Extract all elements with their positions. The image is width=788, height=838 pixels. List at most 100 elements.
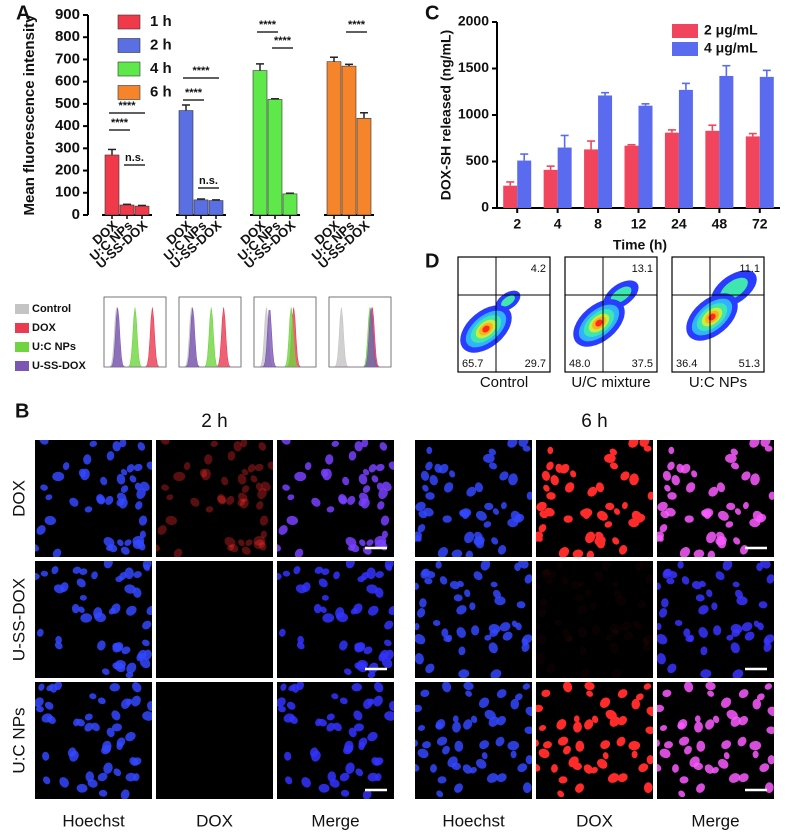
- cell: [486, 773, 499, 783]
- micrograph: [156, 561, 273, 678]
- cell: [311, 497, 321, 507]
- cell: [415, 531, 422, 542]
- cell: [72, 566, 82, 574]
- cell: [247, 464, 256, 473]
- cell: [463, 719, 473, 730]
- cell: [484, 502, 494, 511]
- cell: [493, 589, 501, 599]
- cell: [438, 463, 449, 474]
- cell: [35, 697, 44, 708]
- cell: [129, 757, 139, 766]
- y-axis-label: Mean fluorescence intensity: [21, 14, 38, 216]
- cell: [583, 764, 593, 774]
- cell: [429, 475, 438, 486]
- cell: [705, 682, 716, 691]
- cell: [93, 607, 103, 619]
- cell: [354, 642, 365, 651]
- cell: [345, 561, 355, 569]
- cell: [541, 689, 551, 697]
- bar: [719, 75, 734, 208]
- cell: [121, 646, 131, 655]
- cell: [40, 484, 48, 491]
- cell: [112, 441, 121, 452]
- cell: [605, 502, 615, 511]
- cell: [52, 471, 65, 482]
- micrograph: [415, 561, 532, 678]
- cell: [224, 536, 236, 548]
- cell: [674, 619, 683, 627]
- cell: [495, 736, 505, 747]
- micrograph: [277, 440, 394, 557]
- cells: [277, 440, 394, 557]
- cell: [304, 462, 312, 471]
- cell: [133, 773, 140, 782]
- cell: [595, 482, 605, 493]
- cell: [730, 462, 740, 470]
- cell: [488, 448, 497, 456]
- cell: [375, 463, 385, 472]
- cell: [677, 719, 688, 730]
- cell: [424, 577, 433, 585]
- cell: [698, 627, 708, 638]
- micrograph: [156, 682, 273, 799]
- cell: [642, 638, 649, 646]
- cell: [111, 723, 122, 732]
- cell: [568, 756, 579, 768]
- cell: [116, 473, 126, 485]
- cell: [204, 454, 213, 465]
- row-label: U:C NPs: [9, 707, 28, 773]
- cell: [245, 539, 253, 546]
- cell: [604, 521, 613, 528]
- y-tick-label: 500: [466, 152, 490, 168]
- cell: [661, 598, 669, 608]
- cell: [536, 623, 541, 631]
- cell: [415, 704, 423, 713]
- cell: [753, 620, 760, 628]
- cell: [134, 482, 142, 491]
- cell: [353, 723, 364, 732]
- cell: [470, 715, 478, 724]
- cell: [764, 683, 773, 690]
- cell: [160, 440, 170, 445]
- cell: [646, 706, 653, 717]
- cell: [366, 584, 378, 594]
- cell: [451, 549, 463, 557]
- cell: [478, 697, 490, 708]
- cell: [257, 488, 267, 500]
- cell: [473, 535, 485, 546]
- cell: [279, 628, 286, 637]
- cells: [277, 561, 394, 678]
- cell: [657, 704, 665, 713]
- cell: [124, 539, 132, 546]
- cell: [632, 620, 639, 628]
- column-label: Merge: [311, 811, 359, 830]
- cell: [575, 783, 584, 793]
- micrograph: [657, 682, 774, 799]
- cell: [494, 596, 506, 606]
- cell: [768, 491, 774, 500]
- cell: [256, 501, 264, 510]
- cell: [146, 461, 152, 471]
- cell: [459, 510, 466, 517]
- cell: [363, 646, 373, 655]
- cell: [462, 764, 472, 774]
- legend-label: 6 h: [150, 83, 172, 100]
- cell: [538, 748, 550, 759]
- cell: [639, 561, 650, 569]
- cell: [366, 539, 374, 546]
- cell: [488, 642, 498, 654]
- cell: [321, 594, 329, 601]
- cell: [612, 537, 620, 545]
- cell: [131, 695, 141, 707]
- cell: [343, 744, 354, 755]
- legend-swatch: [117, 85, 141, 100]
- cell: [375, 773, 382, 782]
- cell: [449, 580, 460, 590]
- cell: [645, 726, 653, 735]
- cell: [469, 766, 477, 774]
- bar: [664, 132, 679, 208]
- cell: [738, 715, 749, 726]
- cell: [277, 544, 281, 552]
- cell: [684, 515, 694, 523]
- cell: [707, 690, 715, 697]
